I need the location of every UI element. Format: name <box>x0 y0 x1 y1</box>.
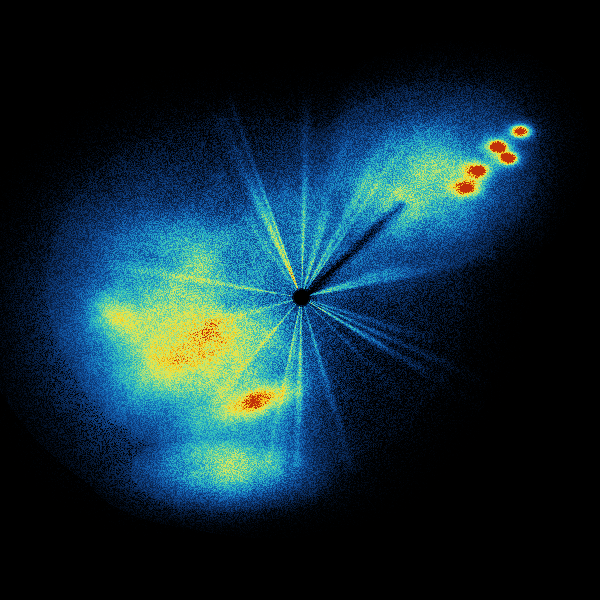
astronomical-heatmap-canvas <box>0 0 600 600</box>
image-canvas-container <box>0 0 600 600</box>
